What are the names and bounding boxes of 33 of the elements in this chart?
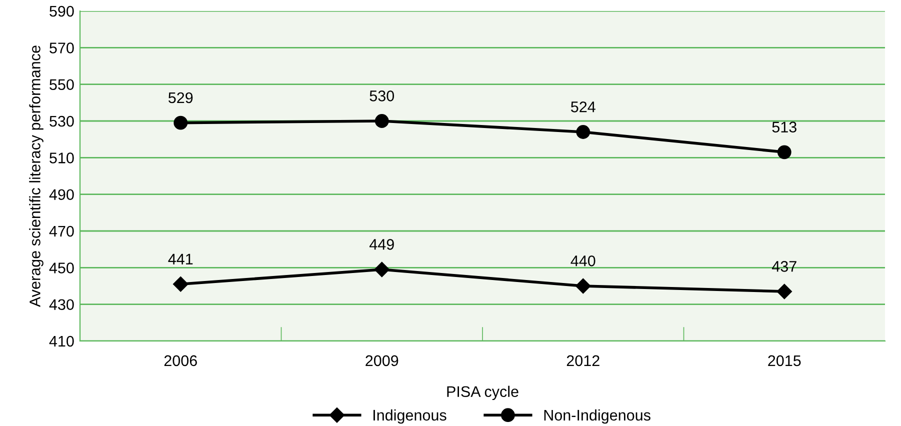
data-label: 524 — [570, 101, 596, 112]
data-label: 440 — [570, 255, 596, 266]
data-label: 441 — [168, 254, 193, 264]
point — [374, 262, 390, 278]
point — [576, 125, 590, 139]
legend-label: Non-Indigenous — [544, 409, 650, 424]
y-tick-label: 450 — [49, 262, 74, 274]
point — [776, 284, 792, 300]
x-tick-label: 2015 — [768, 355, 801, 366]
point — [173, 276, 188, 292]
y-tick-label: 410 — [49, 336, 74, 347]
x-tick-label: 2009 — [366, 355, 398, 366]
y-axis-title: Average scientific literacy performance — [29, 46, 44, 308]
y-tick-label: 490 — [49, 189, 74, 200]
y-tick-label: 510 — [50, 152, 74, 164]
data-label: 449 — [369, 238, 394, 250]
data-label: 529 — [168, 92, 193, 104]
y-tick-label: 430 — [49, 299, 74, 310]
x-tick-label: 2012 — [566, 355, 600, 366]
point — [374, 114, 389, 128]
data-label: 513 — [772, 122, 796, 132]
y-tick-label: 550 — [50, 79, 74, 90]
x-axis-title: PISA cycle — [447, 386, 518, 400]
y-tick-label: 470 — [49, 226, 74, 237]
data-label: 530 — [370, 90, 394, 102]
legend-label: Indigenous — [374, 409, 446, 424]
point — [174, 116, 188, 130]
y-tick-label: 570 — [50, 42, 74, 54]
point — [777, 145, 792, 160]
y-tick-label: 530 — [50, 116, 74, 127]
x-tick-label: 2006 — [164, 355, 197, 366]
point — [576, 278, 591, 294]
y-tick-label: 590 — [50, 6, 74, 17]
